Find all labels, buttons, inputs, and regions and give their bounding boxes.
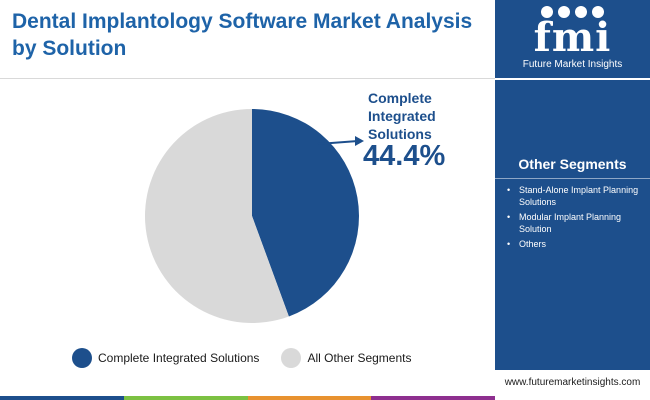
bottom-bar-segment [0, 396, 124, 400]
other-segments-divider [495, 178, 650, 179]
bottom-bar-segment [371, 396, 495, 400]
callout-arrow [317, 136, 364, 146]
legend-swatch-complete-integrated [72, 348, 92, 368]
callout-value: 44.4% [363, 140, 446, 172]
callout-label: Complete Integrated Solutions [368, 90, 436, 142]
legend-swatch-other-segments [281, 348, 302, 368]
logo-company-name: Future Market Insights [522, 59, 623, 70]
other-segments-list: Stand-Alone Implant Planning Solutions M… [507, 184, 645, 253]
segment-item: Modular Implant Planning Solution [507, 211, 645, 235]
legend-label-other-segments: All Other Segments [307, 351, 412, 365]
brand-logo: fmi Future Market Insights [495, 0, 650, 78]
legend-label-complete-integrated: Complete Integrated Solutions [98, 351, 260, 365]
bottom-color-bar [0, 396, 495, 400]
segment-item: Stand-Alone Implant Planning Solutions [507, 184, 645, 208]
logo-mark: fmi [533, 14, 612, 61]
other-segments-heading: Other Segments [518, 156, 627, 172]
pie-slice-all-other-segments [144, 109, 289, 323]
legend-item-complete-integrated: Complete Integrated Solutions [72, 348, 259, 368]
chart-title: Dental Implantology Software Market Anal… [12, 10, 473, 60]
sidebar: fmi Future Market Insights Other Segment… [495, 0, 650, 400]
chart-legend: Complete Integrated Solutions All Other … [72, 348, 433, 368]
pie-slice-complete-integrated-solutions [252, 109, 359, 317]
bottom-bar-segment [123, 396, 248, 400]
segment-item: Others [507, 238, 645, 250]
pie-chart [144, 109, 364, 323]
other-segments-panel: Other Segments Stand-Alone Implant Plann… [495, 80, 650, 370]
bottom-bar-segment [247, 396, 372, 400]
title-divider [0, 78, 495, 79]
website-url[interactable]: www.futuremarketinsights.com [504, 377, 641, 388]
legend-item-other-segments: All Other Segments [281, 348, 411, 368]
logo-icons [541, 6, 604, 18]
